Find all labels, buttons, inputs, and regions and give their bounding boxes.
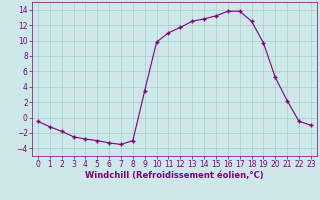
X-axis label: Windchill (Refroidissement éolien,°C): Windchill (Refroidissement éolien,°C) [85,171,264,180]
